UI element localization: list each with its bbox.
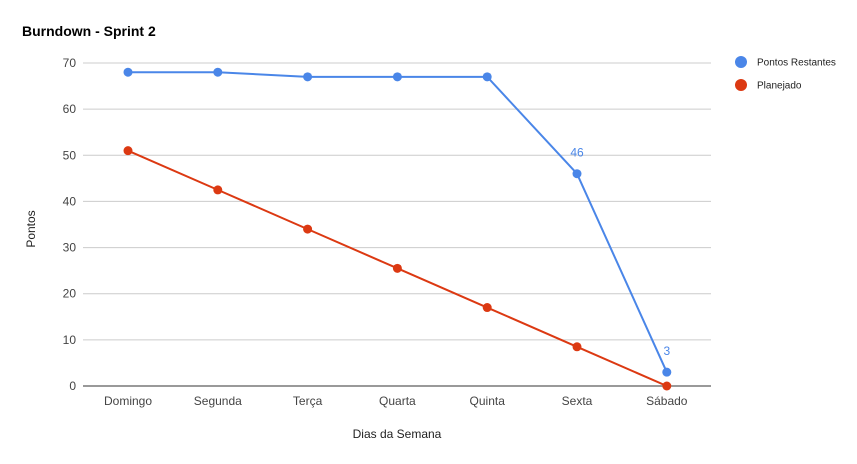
x-tick-label: Segunda xyxy=(194,394,242,408)
data-label: 3 xyxy=(663,344,670,358)
data-point xyxy=(392,72,402,82)
y-tick-label: 50 xyxy=(63,148,77,162)
x-tick-label: Quarta xyxy=(379,394,416,408)
y-tick-label: 0 xyxy=(69,379,76,393)
y-tick-label: 70 xyxy=(63,56,77,70)
data-point xyxy=(662,367,672,377)
data-point xyxy=(213,67,223,77)
legend-marker xyxy=(735,79,747,91)
x-tick-label: Quinta xyxy=(470,394,506,408)
data-point xyxy=(303,224,313,234)
y-tick-label: 60 xyxy=(63,102,77,116)
y-tick-label: 30 xyxy=(63,241,77,255)
x-tick-label: Terça xyxy=(293,394,323,408)
legend-marker xyxy=(735,56,747,68)
x-tick-label: Domingo xyxy=(104,394,152,408)
data-point xyxy=(123,146,133,156)
data-labels: 46 3 xyxy=(570,146,670,358)
grid-lines xyxy=(83,62,711,341)
y-axis-label: Pontos xyxy=(24,210,38,247)
data-point xyxy=(662,381,672,391)
data-point xyxy=(303,72,313,82)
legend: Pontos Restantes Planejado xyxy=(735,56,836,92)
chart-title: Burndown - Sprint 2 xyxy=(22,23,156,39)
data-point xyxy=(572,169,582,179)
data-point xyxy=(482,72,492,82)
y-tick-label: 20 xyxy=(63,287,77,301)
y-tick-label: 40 xyxy=(63,194,77,208)
legend-label: Planejado xyxy=(757,81,802,92)
data-point xyxy=(213,185,223,195)
data-point xyxy=(482,303,492,313)
data-point xyxy=(572,342,582,352)
data-point xyxy=(392,263,402,273)
x-tick-label: Sábado xyxy=(646,394,688,408)
y-tick-label: 10 xyxy=(63,333,77,347)
x-axis-label: Dias da Semana xyxy=(353,427,442,441)
x-axis-ticks: Domingo Segunda Terça Quarta Quinta Sexta Sába… xyxy=(104,394,688,408)
series-line xyxy=(128,71,668,373)
y-axis-ticks: 0 10 20 30 40 50 60 70 xyxy=(63,56,77,393)
data-point xyxy=(123,67,133,77)
series-group xyxy=(123,67,672,391)
data-label: 46 xyxy=(570,146,584,160)
legend-label: Pontos Restantes xyxy=(757,58,836,69)
x-tick-label: Sexta xyxy=(562,394,593,408)
